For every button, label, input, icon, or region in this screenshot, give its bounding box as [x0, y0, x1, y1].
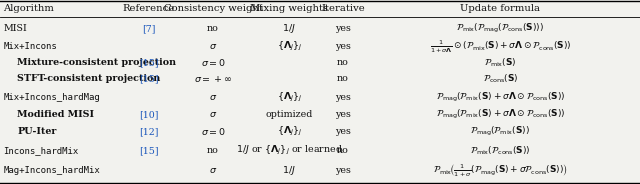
Text: $\mathcal{P}_{\rm mix}(\mathcal{P}_{\rm cons}(\mathbf{S}))$: $\mathcal{P}_{\rm mix}(\mathcal{P}_{\rm …: [470, 144, 531, 157]
Text: $\mathcal{P}_{\rm mag}(\mathcal{P}_{\rm mix}(\mathbf{S}) + \sigma\mathbf{\Lambda: $\mathcal{P}_{\rm mag}(\mathcal{P}_{\rm …: [436, 91, 565, 104]
Text: no: no: [337, 74, 349, 83]
Text: yes: yes: [335, 110, 351, 119]
Text: $\mathcal{P}_{\rm mix}(\mathcal{P}_{\rm mag}(\mathcal{P}_{\rm cons}(\mathbf{S})): $\mathcal{P}_{\rm mix}(\mathcal{P}_{\rm …: [456, 22, 545, 35]
Text: [15]: [15]: [139, 59, 158, 67]
Text: yes: yes: [335, 127, 351, 136]
Text: Incons_hardMix: Incons_hardMix: [3, 146, 79, 155]
Text: $\sigma$: $\sigma$: [209, 93, 217, 102]
Text: Consistency weight: Consistency weight: [164, 4, 262, 13]
Text: $\mathcal{P}_{\rm mag}(\mathcal{P}_{\rm mix}(\mathbf{S}))$: $\mathcal{P}_{\rm mag}(\mathcal{P}_{\rm …: [470, 125, 531, 138]
Text: $\mathcal{P}_{\rm mix}\!\left(\frac{1}{1+\sigma}(\mathcal{P}_{\rm mag}(\mathbf{S: $\mathcal{P}_{\rm mix}\!\left(\frac{1}{1…: [433, 162, 568, 179]
Text: [15]: [15]: [139, 74, 158, 83]
Text: $1/J$: $1/J$: [282, 164, 296, 177]
Text: $\sigma = 0$: $\sigma = 0$: [200, 126, 226, 137]
Text: Mag+Incons_hardMix: Mag+Incons_hardMix: [3, 166, 100, 175]
Text: $\{\mathbf{\Lambda}_j\}_j$: $\{\mathbf{\Lambda}_j\}_j$: [276, 125, 302, 138]
Text: $\{\mathbf{\Lambda}_j\}_j$: $\{\mathbf{\Lambda}_j\}_j$: [276, 91, 302, 104]
Text: Modified MISI: Modified MISI: [17, 110, 94, 119]
Text: $\sigma$: $\sigma$: [209, 110, 217, 119]
Text: $1/J$: $1/J$: [282, 22, 296, 35]
Text: $\mathcal{P}_{\rm mag}(\mathcal{P}_{\rm mix}(\mathbf{S}) + \sigma\mathbf{\Lambda: $\mathcal{P}_{\rm mag}(\mathcal{P}_{\rm …: [436, 108, 565, 121]
Text: Algorithm: Algorithm: [3, 4, 54, 13]
Text: no: no: [337, 146, 349, 155]
Text: no: no: [337, 59, 349, 67]
Text: $\mathcal{P}_{\rm mix}(\mathbf{S})$: $\mathcal{P}_{\rm mix}(\mathbf{S})$: [484, 57, 517, 69]
Text: MISI: MISI: [3, 24, 27, 33]
Text: yes: yes: [335, 24, 351, 33]
Text: PU-Iter: PU-Iter: [17, 127, 57, 136]
Text: $\sigma$: $\sigma$: [209, 43, 217, 51]
Text: Mixture-consistent projection: Mixture-consistent projection: [17, 59, 176, 67]
Text: [10]: [10]: [139, 110, 158, 119]
Text: STFT-consistent projection: STFT-consistent projection: [17, 74, 161, 83]
Text: $\mathcal{P}_{\rm cons}(\mathbf{S})$: $\mathcal{P}_{\rm cons}(\mathbf{S})$: [483, 72, 518, 85]
Text: $1/J$ or $\{\mathbf{\Lambda}_j\}_j$ or learned: $1/J$ or $\{\mathbf{\Lambda}_j\}_j$ or l…: [236, 144, 342, 157]
Text: yes: yes: [335, 166, 351, 175]
Text: Mix+Incons: Mix+Incons: [3, 43, 57, 51]
Text: $\sigma$: $\sigma$: [209, 166, 217, 175]
Text: [7]: [7]: [141, 24, 156, 33]
Text: $\frac{1}{1+\sigma\mathbf{\Lambda}} \odot (\mathcal{P}_{\rm mix}(\mathbf{S}) + \: $\frac{1}{1+\sigma\mathbf{\Lambda}} \odo…: [429, 39, 572, 55]
Text: $\{\mathbf{\Lambda}_j\}_j$: $\{\mathbf{\Lambda}_j\}_j$: [276, 40, 302, 54]
Text: [15]: [15]: [139, 146, 158, 155]
Text: $\sigma = 0$: $\sigma = 0$: [200, 57, 226, 68]
Text: no: no: [207, 146, 219, 155]
Text: optimized: optimized: [266, 110, 313, 119]
Text: $\sigma = +\infty$: $\sigma = +\infty$: [194, 74, 232, 84]
Text: Mixing weights: Mixing weights: [250, 4, 328, 13]
Text: yes: yes: [335, 93, 351, 102]
Text: Update formula: Update formula: [461, 4, 540, 13]
Text: Iterative: Iterative: [321, 4, 365, 13]
Text: yes: yes: [335, 43, 351, 51]
Text: Reference: Reference: [122, 4, 175, 13]
Text: no: no: [207, 24, 219, 33]
Text: Mix+Incons_hardMag: Mix+Incons_hardMag: [3, 93, 100, 102]
Text: [12]: [12]: [139, 127, 158, 136]
